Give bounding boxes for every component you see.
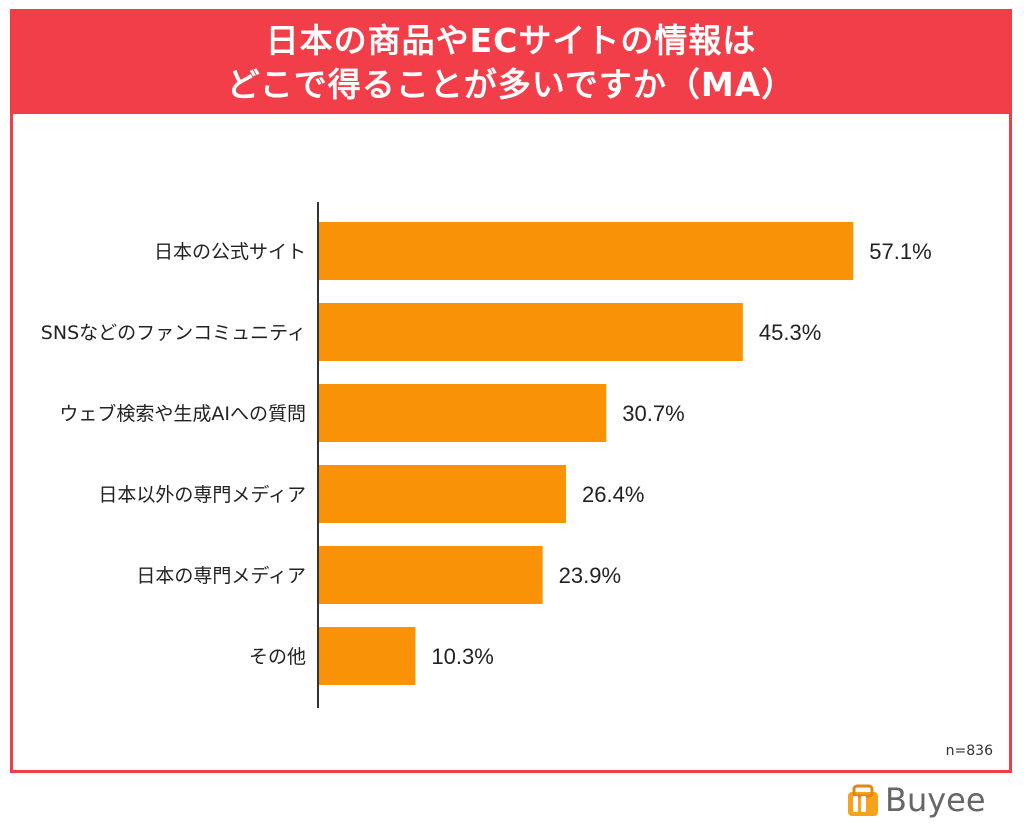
chart-title-line-2: どこで得ることが多いですか（MA）: [226, 65, 796, 104]
category-label-3: 日本以外の専門メディア: [98, 484, 306, 506]
chart-title-line-1: 日本の商品やECサイトの情報は: [265, 21, 757, 60]
value-label-3: 26.4%: [582, 482, 644, 507]
chart-frame: 日本の商品やECサイトの情報は どこで得ることが多いですか（MA） 日本の公式サ…: [10, 9, 1012, 773]
bar-5: [319, 627, 416, 685]
brand-logo-text: Buyee: [885, 781, 986, 819]
bar-chart: 日本の公式サイト 57.1% SNSなどのファンコミュニティ 45.3% ウェブ検索や生…: [41, 202, 932, 708]
bar-3: [319, 465, 567, 523]
value-label-1: 45.3%: [759, 320, 821, 345]
chart-title: 日本の商品やECサイトの情報は どこで得ることが多いですか（MA）: [13, 12, 1009, 114]
value-label-4: 23.9%: [559, 563, 621, 588]
bar-0: [319, 222, 854, 280]
value-label-5: 10.3%: [431, 644, 493, 669]
shopping-bag-icon: [848, 784, 878, 816]
value-label-2: 30.7%: [622, 401, 684, 426]
category-label-4: 日本の専門メディア: [136, 565, 306, 587]
category-label-0: 日本の公式サイト: [154, 241, 306, 263]
plot-area: 日本の公式サイト 57.1% SNSなどのファンコミュニティ 45.3% ウェブ検索や生…: [13, 12, 1009, 770]
bar-1: [319, 303, 743, 361]
category-label-5: その他: [249, 646, 306, 668]
category-label-2: ウェブ検索や生成AIへの質問: [59, 402, 306, 425]
sample-size-note: n=836: [945, 743, 993, 759]
brand-logo: Buyee: [845, 780, 986, 820]
bar-4: [319, 546, 543, 604]
bar-2: [319, 384, 607, 442]
value-label-0: 57.1%: [869, 239, 931, 264]
category-label-1: SNSなどのファンコミュニティ: [41, 322, 306, 344]
